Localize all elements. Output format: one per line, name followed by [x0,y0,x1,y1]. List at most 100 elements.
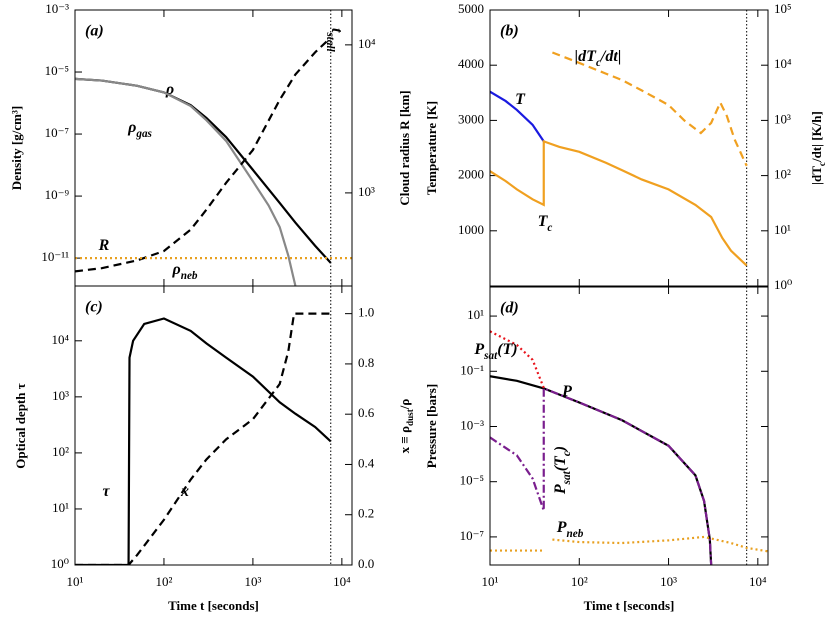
y2-axis-label-part: /dt| [K/h] [809,111,824,163]
axes-frame [74,9,353,287]
y-tick-label: 10⁻⁷ [45,125,69,140]
y2-axis-label-part: /ρ [397,399,412,411]
series-line [490,386,713,565]
panel-label: (b) [500,23,519,40]
x-axis-label: Time t [seconds] [168,598,259,613]
series-label-part: ρ [165,81,174,98]
y-tick-label: 3000 [458,111,484,126]
x-tick-label: 10² [156,574,173,589]
y-tick-label: 10⁻¹ [460,362,484,377]
y-tick-label: 10⁰ [51,556,69,571]
series-label-part: P [556,519,567,536]
series-line [75,36,332,273]
series-label-part: x [180,483,189,500]
series-label-part: /dt| [600,48,621,65]
series-label: T [515,91,526,108]
series-label-part: sat [483,350,498,362]
series-label-part: (T [552,455,569,471]
y-tick-label: 5000 [458,1,484,16]
series-line [490,139,748,267]
series-label-part: τ [102,483,110,500]
y2-tick-label: 0.4 [358,455,375,470]
series-label: P [561,383,572,400]
panel-label: (d) [500,300,519,317]
series-label-part: ρ [127,119,136,136]
x-tick-label: 10² [571,574,588,589]
axes-frame [489,9,769,287]
axes-frame [74,285,353,566]
series-label: ρneb [171,261,197,282]
y-axis-label: Temperature [K] [424,101,439,195]
series-label-part: |dT [575,48,598,65]
series-label-part: ρ [171,261,180,278]
y-axis-label: Optical depth τ [13,383,28,468]
y2-tick-label: 1.0 [358,305,374,320]
y2-tick-label: 10¹ [774,222,791,237]
series-label-part: P [561,383,572,400]
y2-tick-label: 0.2 [358,506,374,521]
series-line [490,330,545,389]
series-label-part: R [98,237,110,254]
y2-axis-label: |dTc/dt| [K/h] [809,111,827,185]
y2-axis-label: x ≡ ρdust/ρ [397,399,415,454]
series-line [490,375,713,565]
series-label-part: sat [561,470,573,485]
series-label: Psat(Tc) [552,446,573,495]
y-tick-label: 10⁻³ [460,417,484,432]
y2-axis-label-part: dust [405,409,415,426]
y-tick-label: 10² [52,444,69,459]
y2-tick-label: 10³ [774,111,791,126]
series-line [490,90,545,142]
y-tick-label: 10¹ [467,307,484,322]
series-label-part: neb [567,528,584,540]
axes-frame [489,286,769,566]
y-tick-label: 2000 [458,167,484,182]
y-tick-label: 10⁻³ [45,1,69,16]
panel-label: (c) [85,299,103,316]
x-tick-label: 10³ [244,574,261,589]
series-label: R [98,237,110,254]
y-tick-label: 10³ [52,388,69,403]
y2-tick-label: 10⁴ [358,36,376,51]
x-tick-label: 10⁴ [749,574,767,589]
y-tick-label: 10⁻⁵ [460,473,484,488]
y-axis-label: Density [g/cm³] [9,106,24,190]
series-label: x [180,483,189,500]
x-tick-label: 10¹ [482,574,499,589]
series-label-part: (T) [497,341,517,358]
series-label: Psat(T) [473,341,517,362]
series-label-part: c [596,57,601,69]
panel-label: (a) [85,23,104,40]
series-label-part: gas [135,128,152,140]
y2-tick-label: 10⁵ [774,1,792,16]
series-label-part: c [561,451,573,456]
series-label-part: P [473,341,484,358]
stall-label-part: t [328,28,345,33]
series-label: ρ [165,81,174,98]
y2-axis-label-part: c [817,162,827,166]
y2-tick-label: 0.8 [358,355,374,370]
y-tick-label: 10⁻⁷ [460,528,484,543]
x-tick-label: 10¹ [67,574,84,589]
series-label-part: T [538,213,549,230]
y2-tick-label: 10³ [358,184,375,199]
y-tick-label: 10⁻¹¹ [41,249,69,264]
series-label: Tc [538,213,553,234]
stall-label: tstall [324,28,345,53]
series-label: ρgas [127,119,152,140]
x-axis-label: Time t [seconds] [584,598,675,613]
y2-tick-label: 0.0 [358,556,374,571]
y2-tick-label: 0.6 [358,405,375,420]
y-tick-label: 10⁻⁵ [45,63,69,78]
series-line [75,312,331,565]
series-label-part: ) [552,446,569,453]
y2-tick-label: 10⁰ [774,277,792,292]
y-tick-label: 1000 [458,222,484,237]
series-label-part: c [547,222,552,234]
stall-label-part: stall [324,31,336,52]
y-tick-label: 10⁻⁹ [45,187,70,202]
series-label: |dTc/dt| [575,48,622,69]
x-tick-label: 10³ [660,574,677,589]
series-label: τ [102,483,110,500]
series-line [75,77,297,286]
